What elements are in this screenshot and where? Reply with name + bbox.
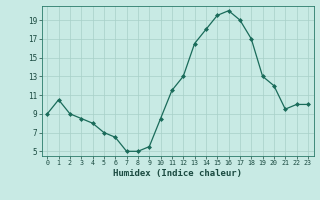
- X-axis label: Humidex (Indice chaleur): Humidex (Indice chaleur): [113, 169, 242, 178]
